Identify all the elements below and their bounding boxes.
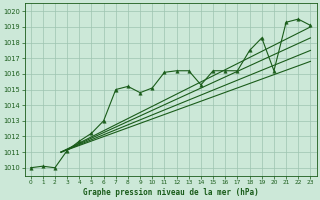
X-axis label: Graphe pression niveau de la mer (hPa): Graphe pression niveau de la mer (hPa)	[83, 188, 258, 197]
